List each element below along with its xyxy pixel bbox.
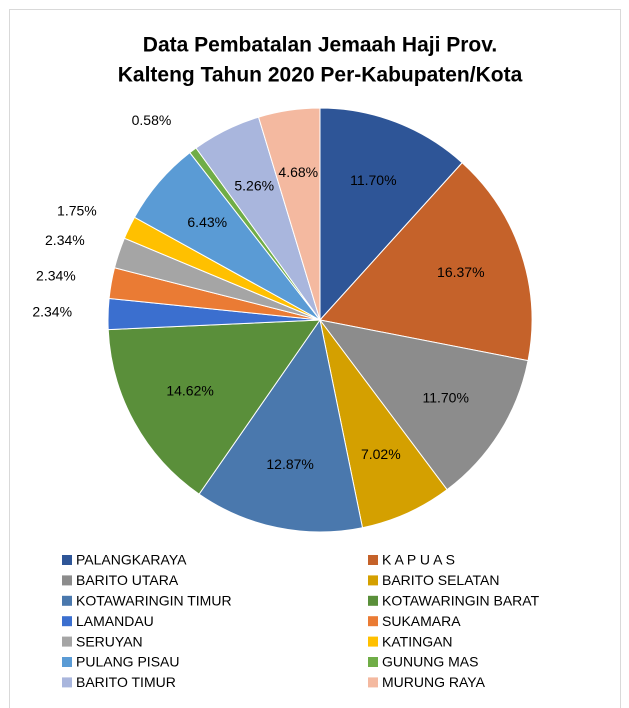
data-label: 14.62% [166, 382, 213, 398]
pie-slice [107, 319, 321, 495]
legend-swatch [368, 616, 378, 627]
legend-label: PULANG PISAU [76, 654, 179, 670]
data-label: 12.87% [266, 456, 313, 472]
legend-label: KOTAWARINGIN TIMUR [76, 593, 232, 609]
pie-slice [319, 162, 533, 362]
legend-label: K A P U A S [382, 552, 455, 568]
data-label: 11.70% [350, 172, 396, 188]
legend-swatch [368, 595, 378, 606]
data-label: 2.34% [45, 232, 85, 248]
data-label: 16.37% [437, 264, 484, 280]
data-label: 7.02% [361, 446, 401, 462]
legend-label: MURUNG RAYA [382, 674, 486, 690]
legend-swatch [62, 657, 72, 667]
chart-title: Kalteng Tahun 2020 Per-Kabupaten/Kota [118, 64, 523, 87]
legend-label: BARITO SELATAN [382, 572, 499, 588]
legend-swatch [368, 636, 378, 647]
legend-label: KOTAWARINGIN BARAT [382, 593, 540, 609]
legend-swatch [62, 595, 72, 606]
legend-swatch [62, 636, 72, 647]
data-label: 4.68% [278, 164, 318, 180]
chart-title: Data Pembatalan Jemaah Haji Prov. [143, 34, 497, 57]
legend-swatch [62, 575, 72, 586]
legend-swatch [368, 575, 378, 586]
legend-label: SERUYAN [76, 633, 143, 649]
data-label: 1.75% [57, 203, 97, 219]
legend-swatch [62, 616, 72, 627]
legend-swatch [62, 555, 72, 565]
data-label: 0.58% [132, 112, 172, 128]
legend-swatch [368, 657, 378, 667]
data-label: 5.26% [234, 178, 274, 194]
data-label: 6.43% [187, 214, 227, 230]
legend-swatch [62, 677, 72, 688]
legend-label: SUKAMARA [382, 613, 461, 629]
pie-slice [318, 319, 529, 491]
legend-label: PALANGKARAYA [76, 552, 187, 568]
legend-label: GUNUNG MAS [382, 654, 478, 670]
pie-slice [198, 318, 364, 533]
data-label: 11.70% [422, 390, 468, 406]
legend-swatch [368, 555, 378, 565]
legend-label: BARITO UTARA [76, 572, 179, 588]
legend-label: KATINGAN [382, 633, 453, 649]
legend-label: BARITO TIMUR [76, 674, 176, 690]
data-label: 2.34% [32, 304, 72, 320]
data-label: 2.34% [36, 267, 76, 283]
legend-label: LAMANDAU [76, 613, 154, 629]
pie-slice [257, 107, 321, 321]
pie-slice [319, 107, 463, 322]
legend-swatch [368, 677, 378, 688]
